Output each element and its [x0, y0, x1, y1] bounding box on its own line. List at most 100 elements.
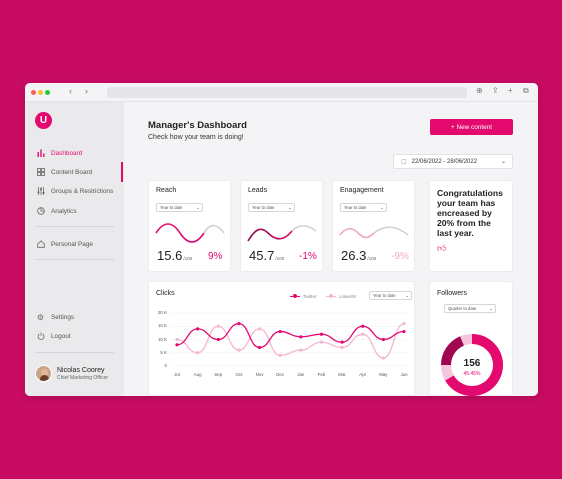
followers-card: Followers Quarter to date ⌄ 156 45.45%: [429, 281, 513, 396]
sidebar-divider: [35, 259, 114, 260]
stat-number: 15.6: [157, 248, 183, 263]
stat-title: Leads: [248, 187, 268, 194]
period-select[interactable]: Year to date ⌄: [156, 203, 203, 212]
sidebar-item-label: Logout: [51, 332, 71, 340]
address-bar[interactable]: [107, 87, 467, 98]
stat-unit: /100: [275, 256, 285, 261]
legend-linkedin[interactable]: LinkedIn: [326, 294, 356, 299]
data-point-twitter[interactable]: [299, 335, 303, 339]
sidebar-divider: [35, 226, 114, 227]
user-profile[interactable]: Nicolas Coorey Chief Marketing Officer: [35, 365, 108, 382]
data-point-linkedin[interactable]: [216, 324, 220, 328]
sparkline: [247, 224, 317, 242]
sidebar: U Dashboard Content Board Groups & Restr…: [25, 102, 124, 396]
stat-title: Reach: [156, 187, 177, 194]
data-point-twitter[interactable]: [319, 332, 324, 336]
new-content-button[interactable]: + New content: [430, 119, 513, 135]
data-point-linkedin[interactable]: [402, 322, 406, 326]
data-point-linkedin[interactable]: [381, 356, 385, 360]
stat-change: 9%: [208, 251, 223, 262]
download-icon[interactable]: ⊕: [476, 86, 483, 95]
sidebar-item-label: Settings: [51, 313, 75, 321]
legend-label: Twitter: [303, 294, 317, 299]
data-point-linkedin[interactable]: [340, 345, 344, 350]
stat-title: Enagagement: [340, 187, 384, 194]
stat-card-reach: Reach Year to date ⌄ 15.6/100 9%: [148, 180, 231, 272]
x-tick-label: Mar: [338, 372, 346, 377]
data-point-twitter[interactable]: [340, 340, 344, 344]
sparkline: [339, 226, 409, 239]
thumbs-up-icon[interactable]: 👍︎: [437, 243, 447, 253]
user-name: Nicolas Coorey: [57, 366, 105, 374]
clicks-card: Clicks Twitter LinkedIn Year to date ⌄ 20…: [148, 281, 415, 396]
x-tick-label: Apr: [359, 372, 367, 377]
sidebar-item-dashboard[interactable]: Dashboard: [36, 147, 82, 159]
data-point-linkedin[interactable]: [175, 337, 179, 342]
data-point-twitter[interactable]: [175, 343, 179, 347]
y-tick-label: 0: [164, 363, 167, 368]
y-tick-label: 20 K: [157, 310, 167, 315]
bar-chart-icon: [36, 149, 45, 158]
clicks-title: Clicks: [156, 290, 175, 297]
data-point-linkedin[interactable]: [257, 327, 262, 331]
sidebar-item-groups[interactable]: Groups & Restrictions: [36, 185, 113, 197]
minimize-dot[interactable]: [38, 90, 43, 95]
sidebar-item-label: Content Board: [51, 168, 93, 176]
sidebar-item-label: Groups & Restrictions: [51, 187, 114, 195]
power-icon: [36, 332, 45, 341]
stat-value: 45.7/100: [249, 248, 284, 263]
stat-unit: /100: [183, 256, 193, 261]
x-tick-label: Jun: [400, 372, 408, 377]
x-tick-label: Jul: [174, 372, 180, 377]
period-select-value: Year to date: [373, 293, 396, 298]
data-point-twitter[interactable]: [361, 324, 365, 328]
data-point-linkedin[interactable]: [299, 348, 303, 352]
donut-segment-secondary: [441, 336, 465, 366]
date-range-picker[interactable]: ▢ 22/06/2022 - 28/06/2022 ⌄: [393, 154, 513, 169]
legend-swatch: [326, 294, 336, 298]
chevron-left-icon[interactable]: ‹: [69, 86, 72, 96]
gear-icon: ⚙: [36, 312, 45, 322]
sidebar-item-personal-page[interactable]: Personal Page: [36, 238, 93, 250]
sidebar-item-settings[interactable]: ⚙ Settings: [36, 311, 74, 323]
period-select[interactable]: Quarter to date ⌄: [444, 304, 496, 313]
sidebar-item-logout[interactable]: Logout: [36, 330, 71, 342]
legend-twitter[interactable]: Twitter: [290, 294, 317, 299]
page-title: Manager's Dashboard: [148, 120, 247, 131]
data-point-twitter[interactable]: [196, 327, 200, 331]
user-role: Chief Marketing Officer: [57, 374, 109, 381]
data-point-twitter[interactable]: [216, 337, 220, 342]
data-point-linkedin[interactable]: [237, 348, 241, 352]
data-point-linkedin[interactable]: [361, 332, 365, 336]
x-tick-label: Aug: [193, 372, 202, 377]
data-point-twitter[interactable]: [257, 345, 262, 350]
series-line-linkedin: [176, 322, 405, 359]
followers-donut: [441, 334, 503, 396]
data-point-twitter[interactable]: [237, 322, 241, 326]
sidebar-item-analytics[interactable]: Analytics: [36, 205, 77, 217]
data-point-twitter[interactable]: [278, 329, 282, 334]
close-dot[interactable]: [31, 90, 36, 95]
maximize-dot[interactable]: [45, 90, 50, 95]
share-icon[interactable]: ⇪: [492, 86, 499, 95]
period-select[interactable]: Year to date ⌄: [369, 291, 412, 300]
chevron-right-icon[interactable]: ›: [85, 86, 88, 96]
calendar-icon: ▢: [401, 159, 407, 165]
data-point-linkedin[interactable]: [278, 353, 282, 357]
pie-icon: [36, 207, 45, 216]
data-point-twitter[interactable]: [381, 337, 385, 342]
sidebar-item-label: Dashboard: [51, 149, 83, 157]
tabs-icon[interactable]: ⧉: [523, 86, 529, 95]
period-select[interactable]: Year to date ⌄: [340, 203, 387, 212]
x-tick-label: Jan: [297, 372, 305, 377]
plus-icon[interactable]: +: [508, 86, 513, 95]
period-select[interactable]: Year to date ⌄: [248, 203, 295, 212]
legend-swatch: [290, 294, 300, 298]
y-tick-label: 5 K: [160, 349, 167, 355]
stat-change: -9%: [391, 251, 409, 262]
sidebar-item-content-board[interactable]: Content Board: [36, 166, 92, 178]
data-point-linkedin[interactable]: [196, 351, 200, 355]
data-point-linkedin[interactable]: [319, 340, 324, 344]
stat-number: 45.7: [249, 248, 275, 263]
data-point-twitter[interactable]: [402, 329, 406, 334]
